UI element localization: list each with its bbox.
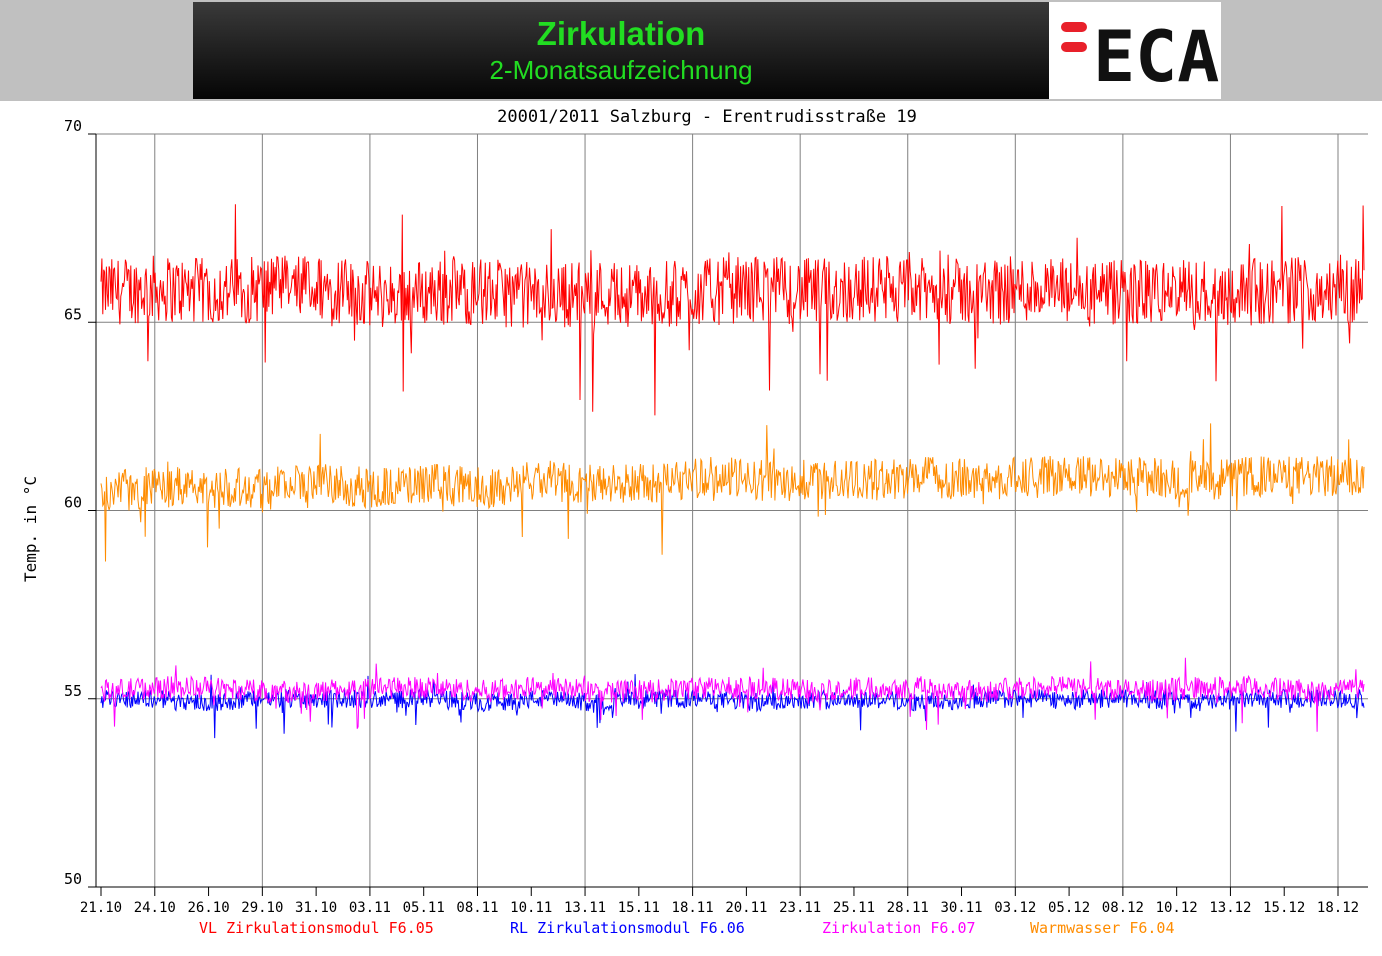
x-tick-label: 21.10 [80, 900, 122, 916]
legend-entry-4: Warmwasser F6.04 [1030, 919, 1175, 937]
x-tick-label: 03.12 [994, 900, 1036, 916]
title-box: Zirkulation 2-Monatsaufzeichnung [193, 2, 1049, 99]
x-tick-label: 31.10 [295, 900, 337, 916]
y-tick-label: 60 [64, 494, 82, 512]
x-tick-label: 15.11 [618, 900, 660, 916]
eca-logo: ECA [1049, 2, 1221, 99]
header-bar: Zirkulation 2-Monatsaufzeichnung ECA [0, 0, 1382, 101]
x-tick-label: 03.11 [349, 900, 391, 916]
legend-entry-3: Zirkulation F6.07 [822, 919, 976, 937]
series-line-2 [100, 674, 1365, 739]
x-tick-label: 18.12 [1317, 900, 1359, 916]
page-subtitle: 2-Monatsaufzeichnung [489, 55, 753, 85]
logo-red-bar-bottom [1061, 42, 1087, 52]
x-tick-label: 05.12 [1048, 900, 1090, 916]
x-tick-label: 10.12 [1156, 900, 1198, 916]
x-tick-label: 08.11 [456, 900, 498, 916]
page-title: Zirkulation [536, 15, 706, 52]
x-tick-label: 26.10 [187, 900, 229, 916]
x-tick-label: 20.11 [725, 900, 767, 916]
eca-logo-graphic: ECA [1061, 16, 1219, 98]
x-tick-label: 29.10 [241, 900, 283, 916]
x-tick-label: 13.11 [564, 900, 606, 916]
logo-red-bar-top [1061, 22, 1087, 32]
logo-text: ECA [1093, 16, 1219, 98]
plot-area [100, 204, 1365, 739]
x-tick-label: 18.11 [672, 900, 714, 916]
chart: 20001/2011 Salzburg - Erentrudisstraße 1… [21, 107, 1368, 937]
y-tick-label: 65 [64, 305, 82, 323]
grid [96, 133, 1368, 888]
y-tick-label: 50 [64, 870, 82, 888]
series-line-1 [100, 204, 1365, 416]
x-tick-label: 10.11 [510, 900, 552, 916]
y-axis-label: Temp. in °C [21, 476, 40, 582]
x-tick-label: 08.12 [1102, 900, 1144, 916]
x-tick-label: 24.10 [134, 900, 176, 916]
x-tick-label: 13.12 [1209, 900, 1251, 916]
legend-entry-1: VL Zirkulationsmodul F6.05 [199, 919, 434, 937]
y-tick-label: 55 [64, 682, 82, 700]
chart-title: 20001/2011 Salzburg - Erentrudisstraße 1… [497, 107, 917, 127]
series-line-3 [100, 657, 1365, 732]
x-tick-label: 30.11 [940, 900, 982, 916]
axes: 50 55 60 65 70 21.10 24.10 26.10 29.10 31.10 03.11… [64, 117, 1368, 916]
x-tick-label: 23.11 [779, 900, 821, 916]
x-tick-label: 25.11 [833, 900, 875, 916]
y-tick-label: 70 [64, 117, 82, 135]
x-tick-label: 28.11 [887, 900, 929, 916]
legend-entry-2: RL Zirkulationsmodul F6.06 [510, 919, 745, 937]
x-tick-label: 15.12 [1263, 900, 1305, 916]
series-line-4 [100, 423, 1365, 562]
x-tick-label: 05.11 [403, 900, 445, 916]
legend: VL Zirkulationsmodul F6.05 RL Zirkulation… [199, 919, 1175, 937]
